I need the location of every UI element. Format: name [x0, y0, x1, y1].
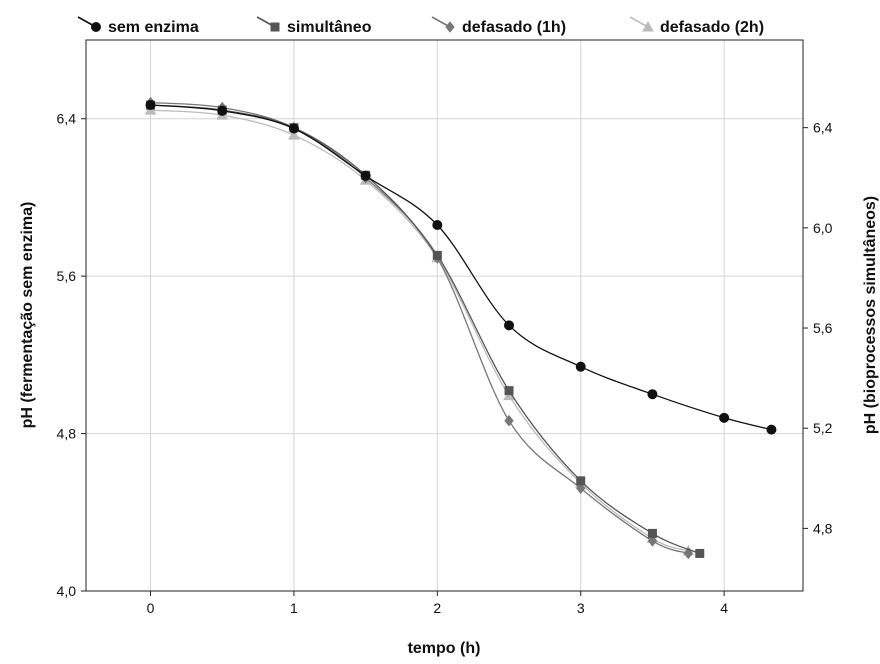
plot-frame — [85, 39, 804, 592]
series-line-simultaneo — [150, 104, 701, 554]
legend-label: simultâneo — [287, 19, 372, 36]
y-right-tick-label: 5,6 — [813, 320, 833, 336]
data-point-simultaneo — [695, 548, 705, 558]
series-defasado-1h — [145, 96, 693, 560]
y-axis-right-title: pH (bioprocessos simultâneos) — [862, 196, 879, 434]
legend-item: defasado (1h) — [431, 16, 566, 36]
x-tick-label: 4 — [720, 600, 728, 616]
x-axis-title: tempo (h) — [408, 640, 481, 657]
y-axis-left-title: pH (fermentação sem enzima) — [19, 202, 36, 429]
data-point-sem-enzima — [217, 105, 228, 116]
data-point-simultaneo — [647, 528, 657, 538]
data-point-sem-enzima — [647, 389, 658, 400]
legend-item: defasado (2h) — [629, 16, 764, 36]
data-point-defasado-2h — [288, 129, 300, 140]
series-simultaneo — [146, 100, 705, 558]
x-tick-label: 3 — [577, 600, 585, 616]
data-point-sem-enzima — [575, 361, 586, 372]
series-layer — [144, 96, 777, 560]
x-tick-label: 0 — [147, 600, 155, 616]
ticks: 0 1 2 3 4 4,0 4,8 5,6 6,4 4,8 5,2 5,6 6,0 6,4 — [57, 111, 833, 616]
data-point-sem-enzima — [719, 412, 730, 423]
data-point-simultaneo — [576, 476, 586, 486]
series-sem-enzima — [145, 99, 777, 435]
y-left-tick-label: 4,0 — [57, 583, 77, 599]
y-right-tick-label: 4,8 — [813, 520, 833, 536]
y-right-tick-label: 5,2 — [813, 420, 833, 436]
y-right-tick-label: 6,0 — [813, 220, 833, 236]
y-left-tick-label: 6,4 — [57, 111, 77, 127]
y-right-tick-label: 6,4 — [813, 120, 833, 136]
legend-label: defasado (2h) — [660, 19, 764, 36]
data-point-defasado-1h — [576, 482, 586, 495]
series-line-sem-enzima — [150, 104, 772, 431]
series-line-defasado-2h — [150, 109, 689, 552]
legend-item: simultâneo — [256, 16, 372, 36]
legend-line-icon — [629, 16, 649, 28]
grid — [86, 40, 803, 592]
data-point-sem-enzima — [766, 424, 777, 435]
x-tick-label: 2 — [433, 600, 441, 616]
data-point-sem-enzima — [432, 219, 443, 230]
y-left-tick-label: 4,8 — [57, 426, 77, 442]
legend-label: sem enzima — [108, 19, 199, 36]
series-defasado-2h — [144, 104, 695, 556]
series-line-defasado-1h — [150, 101, 689, 555]
legend-marker-icon — [270, 22, 280, 32]
data-point-simultaneo — [432, 250, 442, 260]
y-left-tick-label: 5,6 — [57, 268, 77, 284]
legend-marker-icon — [91, 22, 101, 32]
legend-marker-icon — [642, 20, 654, 32]
data-point-sem-enzima — [360, 170, 371, 181]
legend-item: sem enzima — [77, 16, 199, 36]
legend-marker-icon — [445, 21, 455, 33]
data-point-defasado-1h — [647, 535, 658, 547]
data-point-sem-enzima — [504, 320, 515, 331]
data-point-simultaneo — [504, 386, 514, 396]
data-point-sem-enzima — [288, 123, 299, 134]
x-tick-label: 1 — [290, 600, 298, 616]
legend-label: defasado (1h) — [462, 19, 566, 36]
data-point-defasado-1h — [504, 414, 514, 427]
legend: sem enzima simultâneo defasado (1h) defasad… — [77, 16, 764, 36]
data-point-sem-enzima — [145, 99, 156, 110]
data-point-defasado-1h — [683, 547, 693, 560]
